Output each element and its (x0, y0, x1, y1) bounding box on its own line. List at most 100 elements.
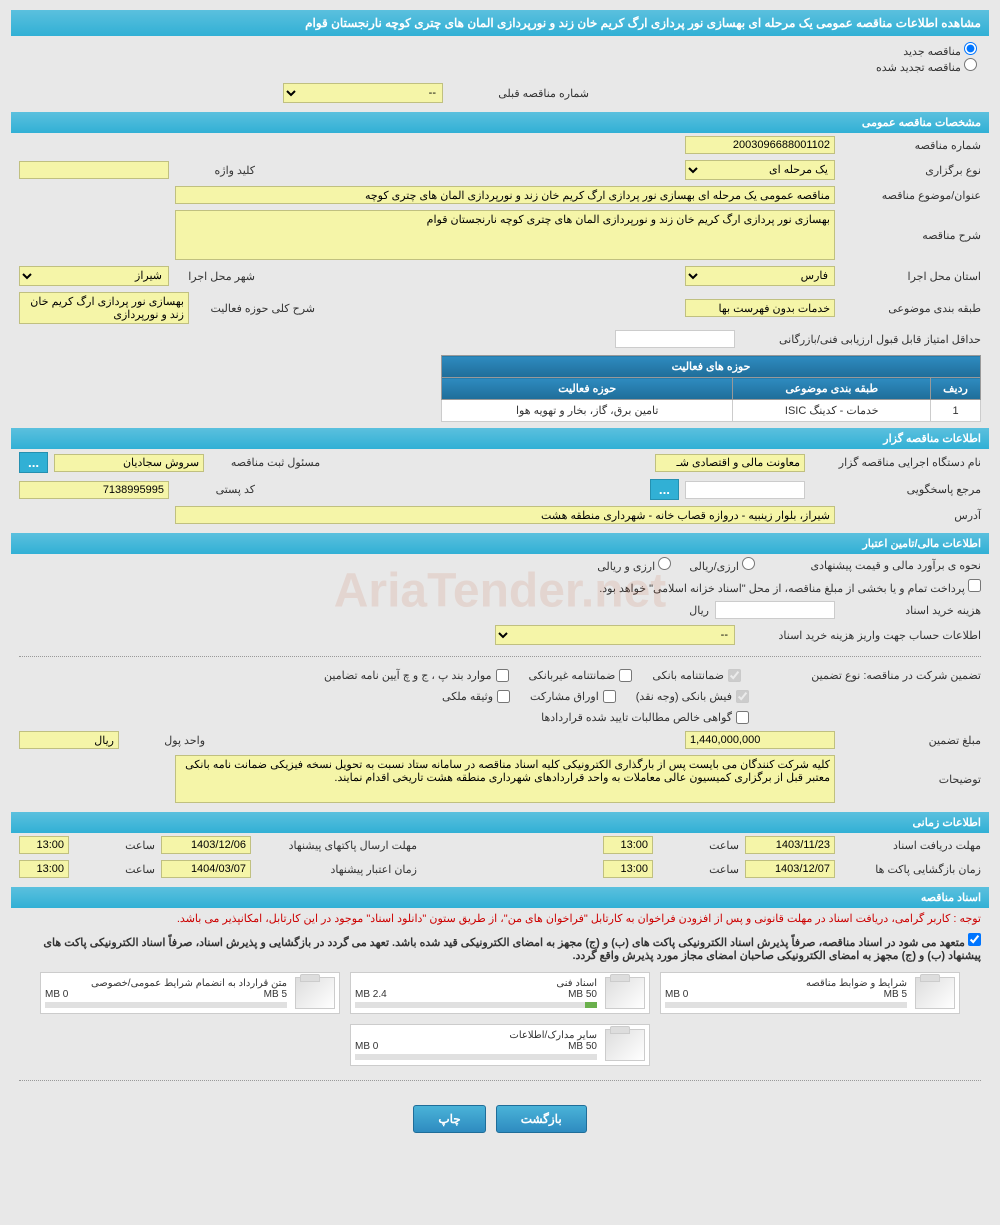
guar-lbl: تضمین شرکت در مناقصه: نوع تضمین (761, 669, 981, 682)
sec-time: اطلاعات زمانی (11, 812, 989, 833)
sec-org: اطلاعات مناقصه گزار (11, 428, 989, 449)
fund-txt: پرداخت تمام و یا بخشی از مبلغ مناقصه، از… (599, 583, 965, 595)
file-sz: 2.4 MB (355, 989, 387, 1000)
addr-input[interactable] (175, 506, 835, 524)
activity-table: حوزه های فعالیت ردیف طبقه بندی موضوعی حو… (441, 355, 981, 422)
t2-d[interactable] (161, 836, 251, 854)
file-box-3[interactable]: متن قرارداد به انضمام شرایط عمومی/خصوصی … (40, 972, 340, 1014)
file-max: 50 MB (568, 989, 597, 1000)
file-box-4[interactable]: سایر مدارک/اطلاعات 50 MB0 MB (350, 1024, 650, 1066)
kw-input[interactable] (19, 161, 169, 179)
notes-input[interactable]: کلیه شرکت کنندگان می بایست پس از بارگذار… (175, 755, 835, 803)
minscore-lbl: حداقل امتیاز قابل قبول ارزیابی فنی/بازرگ… (741, 333, 981, 346)
cat-lbl: طبقه بندی موضوعی (841, 302, 981, 315)
g1[interactable]: ضمانتنامه بانکی (652, 669, 741, 682)
g4[interactable]: فیش بانکی (وجه نقد) (636, 690, 749, 703)
g5[interactable]: اوراق مشارکت (530, 690, 616, 703)
addr-lbl: آدرس (841, 509, 981, 522)
city-lbl: شهر محل اجرا (175, 270, 255, 283)
t1-lbl: مهلت دریافت اسناد (841, 839, 981, 852)
t1-d[interactable] (745, 836, 835, 854)
file-name: شرایط و ضوابط مناقصه (665, 978, 907, 989)
est-lbl: نحوه ی برآورد مالی و قیمت پیشنهادی (761, 559, 981, 572)
file-name: سایر مدارک/اطلاعات (355, 1030, 597, 1041)
cell: تامین برق، گاز، بخار و تهویه هوا (442, 400, 733, 422)
reg-more-btn[interactable]: ... (19, 452, 48, 473)
minscore-input[interactable] (615, 330, 735, 348)
opt-new[interactable]: مناقصه جدید (903, 46, 977, 58)
folder-icon (605, 977, 645, 1009)
cell: خدمات - کدینگ ISIC (733, 400, 931, 422)
t2-lbl: مهلت ارسال پاکتهای پیشنهاد (257, 839, 417, 852)
opt-new-lbl: مناقصه جدید (903, 46, 961, 58)
opt-renew[interactable]: مناقصه تجدید شده (876, 62, 977, 74)
file-max: 5 MB (264, 989, 287, 1000)
est-opt1[interactable]: ارزی/ریالی (689, 557, 755, 573)
file-name: متن قرارداد به انضمام شرایط عمومی/خصوصی (45, 978, 287, 989)
file-box-1[interactable]: شرایط و ضوابط مناقصه 5 MB 0 MB (660, 972, 960, 1014)
prov-select[interactable]: فارس (685, 266, 835, 286)
table-row: 1 خدمات - کدینگ ISIC تامین برق، گاز، بخا… (442, 400, 981, 422)
t3-t[interactable] (603, 860, 653, 878)
t4-lbl: زمان اعتبار پیشنهاد (257, 863, 417, 876)
file-sz: 0 MB (665, 989, 688, 1000)
scope-input[interactable]: بهسازی نور پردازی ارگ کریم خان زند و نور… (19, 292, 189, 324)
opt-renew-lbl: مناقصه تجدید شده (876, 62, 961, 74)
back-button[interactable]: بازگشت (496, 1105, 587, 1133)
sec-general: مشخصات مناقصه عمومی (11, 112, 989, 133)
t4-t[interactable] (19, 860, 69, 878)
t2-t[interactable] (19, 836, 69, 854)
fee-lbl: هزینه خرید اسناد (841, 604, 981, 617)
g7[interactable]: گواهی خالص مطالبات تایید شده قراردادها (541, 711, 749, 724)
tbl-c2: طبقه بندی موضوعی (733, 378, 931, 400)
file-max: 50 MB (568, 1041, 597, 1052)
fee-input[interactable] (715, 601, 835, 619)
prev-lbl: شماره مناقصه قبلی (449, 87, 589, 100)
print-button[interactable]: چاپ (413, 1105, 485, 1133)
fund-chk[interactable]: پرداخت تمام و یا بخشی از مبلغ مناقصه، از… (599, 579, 981, 595)
unit-input[interactable] (19, 731, 119, 749)
cat-input[interactable] (685, 299, 835, 317)
gamt-lbl: مبلغ تضمین (841, 734, 981, 747)
num-lbl: شماره مناقصه (841, 139, 981, 152)
kw-lbl: کلید واژه (175, 164, 255, 177)
file-name: اسناد فنی (355, 978, 597, 989)
prev-select[interactable]: -- (283, 83, 443, 103)
acct-select[interactable]: -- (495, 625, 735, 645)
resp-more-btn[interactable]: ... (650, 479, 679, 500)
desc-input[interactable]: بهسازی نور پردازی ارگ کریم خان زند و نور… (175, 210, 835, 260)
folder-icon (295, 977, 335, 1009)
city-select[interactable]: شیراز (19, 266, 169, 286)
g6[interactable]: وثیقه ملکی (442, 690, 510, 703)
notes-lbl: توضیحات (841, 773, 981, 786)
reg-input[interactable] (54, 454, 204, 472)
t1-t[interactable] (603, 836, 653, 854)
file-box-2[interactable]: اسناد فنی 50 MB 2.4 MB (350, 972, 650, 1014)
num-input[interactable] (685, 136, 835, 154)
subj-input[interactable] (175, 186, 835, 204)
t3-d[interactable] (745, 860, 835, 878)
file-max: 5 MB (884, 989, 907, 1000)
unit-lbl: واحد پول (125, 734, 205, 747)
hour-lbl: ساعت (75, 863, 155, 876)
folder-icon (915, 977, 955, 1009)
desc-lbl: شرح مناقصه (841, 229, 981, 242)
page-title: مشاهده اطلاعات مناقصه عمومی یک مرحله ای … (11, 10, 989, 36)
resp-input[interactable] (685, 481, 805, 499)
est-opt2[interactable]: ارزی و ریالی (597, 557, 671, 573)
org-input[interactable] (655, 454, 805, 472)
g2[interactable]: ضمانتنامه غیربانکی (529, 669, 633, 682)
tbl-hdr: حوزه های فعالیت (442, 356, 981, 378)
rial-lbl: ریال (689, 604, 709, 617)
gamt-input[interactable] (685, 731, 835, 749)
g3[interactable]: موارد بند پ ، ج و چ آیین نامه تضامین (324, 669, 508, 682)
hour-lbl: ساعت (75, 839, 155, 852)
accept-chk[interactable] (968, 933, 981, 946)
post-input[interactable] (19, 481, 169, 499)
scope-lbl: شرح کلی حوزه فعالیت (195, 302, 315, 315)
file-sz: 0 MB (45, 989, 68, 1000)
t4-d[interactable] (161, 860, 251, 878)
type-select[interactable]: یک مرحله ای (685, 160, 835, 180)
org-lbl: نام دستگاه اجرایی مناقصه گزار (811, 456, 981, 469)
tbl-c1: ردیف (931, 378, 981, 400)
